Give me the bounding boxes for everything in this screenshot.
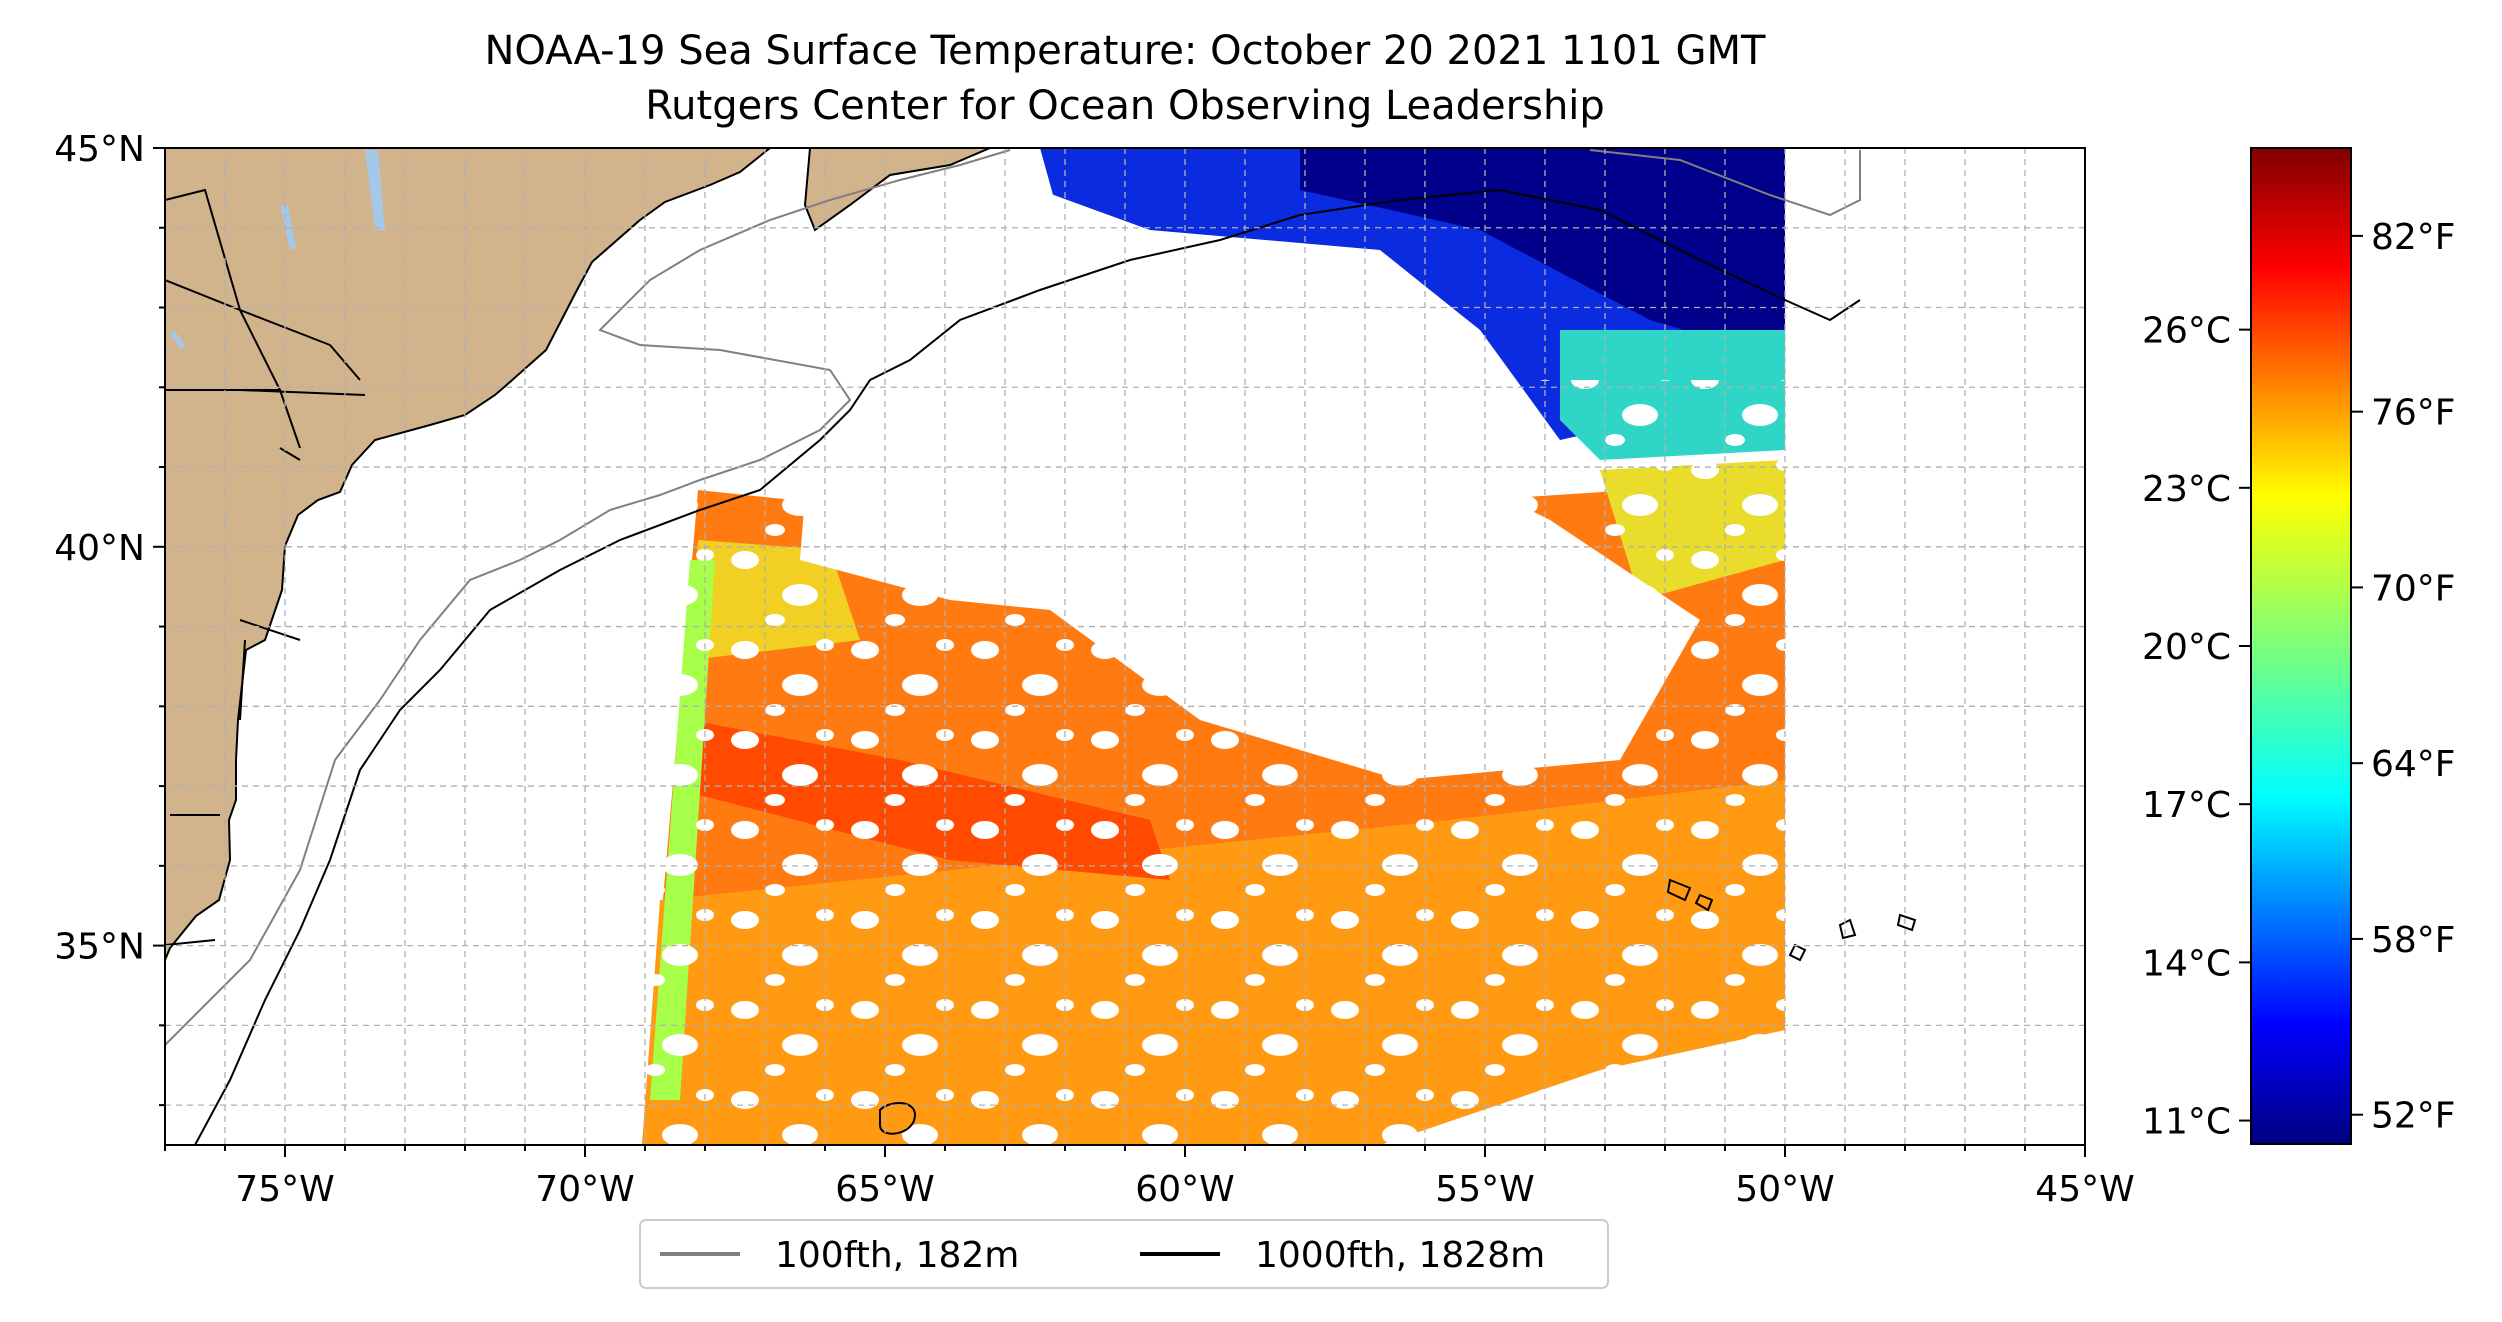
colorbar-celsius-ticks: 11°C 14°C 17°C 20°C 23°C 26°C [2142, 311, 2251, 1143]
lat-axis: 45°N 40°N 35°N [54, 129, 165, 1107]
map-panel [165, 148, 2085, 1145]
legend: 100fth, 182m 1000fth, 1828m [639, 1219, 1609, 1289]
legend-box [639, 1219, 1609, 1289]
isobath-100fth [165, 149, 1011, 1046]
colorbar-fahrenheit-tick-label: 58°F [2371, 920, 2456, 961]
colorbar-fahrenheit-ticks: 52°F 58°F 64°F 70°F 76°F 82°F [2351, 217, 2456, 1137]
lon-tick-label: 75°W [235, 1169, 334, 1210]
colorbar-celsius-tick-label: 11°C [2142, 1102, 2231, 1143]
colorbar-fahrenheit-tick-label: 82°F [2371, 217, 2456, 258]
lon-tick-label: 55°W [1435, 1169, 1534, 1210]
colorbar-fahrenheit-tick-label: 52°F [2371, 1096, 2456, 1137]
land-us-east-coast [165, 148, 772, 961]
lon-tick-label: 50°W [1735, 1169, 1834, 1210]
sst-swath-cloud-mask-north [700, 148, 1060, 470]
gridlines [165, 148, 2085, 1145]
lon-tick-label: 45°W [2035, 1169, 2134, 1210]
colorbar-gradient [2250, 147, 2352, 1145]
lon-tick-label: 70°W [535, 1169, 634, 1210]
legend-label-100fth: 100fth, 182m [775, 1235, 1019, 1276]
lat-tick-label: 35°N [54, 927, 145, 968]
lat-tick-label: 40°N [54, 528, 145, 569]
colorbar-fahrenheit-tick-label: 76°F [2371, 393, 2456, 434]
isobath-1000fth-seamounts [879, 878, 1917, 1135]
isobath-1000fth [194, 188, 1861, 1145]
title-line-1: NOAA-19 Sea Surface Temperature: October… [485, 28, 1767, 74]
lat-tick-label: 45°N [54, 129, 145, 170]
lon-axis: 75°W 70°W 65°W 60°W 55°W 50°W 45°W [164, 1145, 2135, 1210]
isobath-100fth-east [1589, 149, 1861, 217]
colorbar-celsius-tick-label: 17°C [2142, 785, 2231, 826]
colorbar: 11°C 14°C 17°C 20°C 23°C 26°C 52°F 58°F 64°F 70°… [2142, 147, 2456, 1145]
colorbar-celsius-tick-label: 26°C [2142, 311, 2231, 352]
colorbar-celsius-tick-label: 20°C [2142, 627, 2231, 668]
colorbar-celsius-tick-label: 14°C [2142, 943, 2231, 984]
sst-swath-cloud-mask-central [800, 270, 1700, 780]
colorbar-fahrenheit-tick-label: 64°F [2371, 744, 2456, 785]
land-nova-scotia [803, 148, 991, 232]
legend-label-1000fth: 1000fth, 1828m [1255, 1235, 1545, 1276]
lon-tick-label: 65°W [835, 1169, 934, 1210]
title-line-2: Rutgers Center for Ocean Observing Leade… [645, 83, 1605, 129]
colorbar-fahrenheit-tick-label: 70°F [2371, 568, 2456, 609]
sst-swath [640, 148, 1790, 1145]
colorbar-celsius-tick-label: 23°C [2142, 469, 2231, 510]
lon-tick-label: 60°W [1135, 1169, 1234, 1210]
